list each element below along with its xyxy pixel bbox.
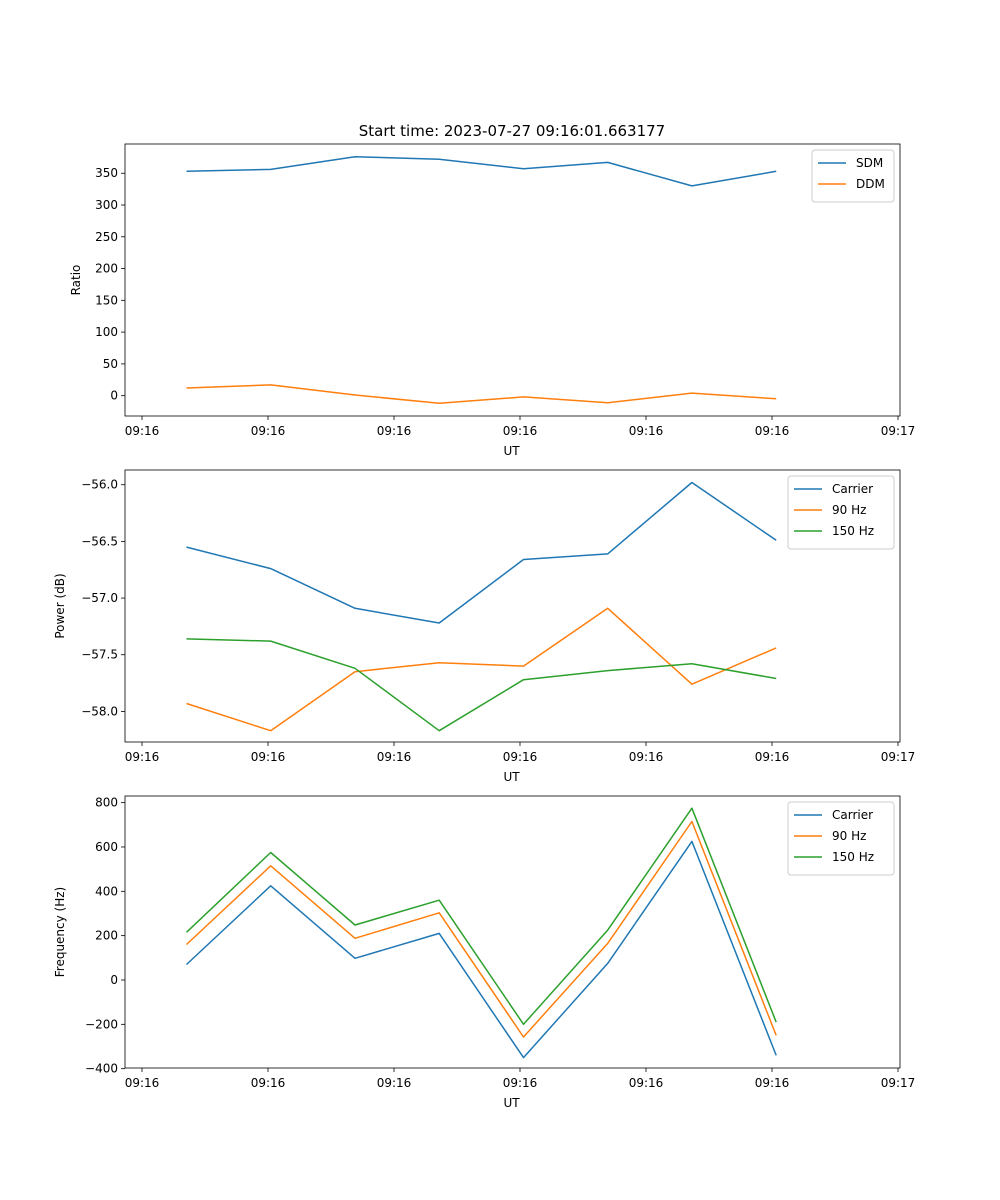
- x-tick-label: 09:16: [251, 1076, 286, 1090]
- x-tick-label: 09:16: [377, 750, 412, 764]
- series-line-carrier: [186, 481, 777, 624]
- x-tick-label: 09:16: [503, 750, 538, 764]
- y-tick-label: 600: [95, 840, 118, 854]
- y-tick-label: 300: [95, 198, 118, 212]
- x-axis-label: UT: [503, 444, 520, 458]
- y-tick-label: 100: [95, 325, 118, 339]
- y-tick-label: 50: [103, 357, 118, 371]
- legend-label: SDM: [856, 156, 883, 170]
- y-tick-label: 400: [95, 884, 118, 898]
- subplot-3: 09:16 09:16 09:16 09:16 09:16 09:16 09:17 −400 −…: [53, 795, 916, 1110]
- series-line-ddm: [186, 384, 777, 405]
- y-tick-label: −58.0: [81, 704, 118, 718]
- legend-label: 150 Hz: [832, 850, 874, 864]
- subplots: 09:16 09:16 09:16 09:16 09:16 09:16 09:17 0 50 10…: [53, 143, 916, 1110]
- x-tick-label: 09:16: [377, 1076, 412, 1090]
- y-axis-label: Ratio: [69, 265, 83, 296]
- legend-label: Carrier: [832, 808, 873, 822]
- y-tick-label: 0: [110, 973, 118, 987]
- y-tick-label: −56.5: [81, 534, 118, 548]
- legend-label: Carrier: [832, 482, 873, 496]
- series-line-90-hz: [185, 820, 777, 1038]
- y-tick-label: −57.0: [81, 591, 118, 605]
- x-tick-label: 09:16: [755, 750, 790, 764]
- y-axis-label: Frequency (Hz): [53, 887, 67, 978]
- y-tick-label: 0: [110, 389, 118, 403]
- x-tick-label: 09:16: [755, 424, 790, 438]
- subplot-2: 09:16 09:16 09:16 09:16 09:16 09:16 09:17 −58.0…: [53, 469, 916, 784]
- y-tick-label: 200: [95, 262, 118, 276]
- figure-title: Start time: 2023-07-27 09:16:01.663177: [359, 122, 665, 140]
- series-line-90-hz: [186, 607, 777, 732]
- x-tick-label: 09:16: [377, 424, 412, 438]
- y-tick-label: 150: [95, 293, 118, 307]
- x-axis-label: UT: [503, 1096, 520, 1110]
- x-tick-label: 09:16: [629, 424, 664, 438]
- subplot-1: 09:16 09:16 09:16 09:16 09:16 09:16 09:17 0 50 10…: [69, 143, 916, 458]
- series-line-150-hz: [185, 807, 777, 1026]
- x-tick-label: 09:16: [629, 1076, 664, 1090]
- x-tick-label: 09:17: [881, 424, 916, 438]
- legend: Carrier 90 Hz 150 Hz: [787, 475, 895, 550]
- x-tick-label: 09:16: [503, 424, 538, 438]
- x-tick-label: 09:16: [251, 424, 286, 438]
- y-tick-label: −400: [85, 1062, 118, 1076]
- legend-label: 90 Hz: [832, 503, 866, 517]
- x-tick-label: 09:17: [881, 1076, 916, 1090]
- axes-frame: [124, 795, 901, 1069]
- y-tick-label: −57.5: [81, 648, 118, 662]
- series-line-carrier: [185, 840, 777, 1059]
- series-line-150-hz: [186, 638, 777, 732]
- y-tick-label: 350: [95, 166, 118, 180]
- x-tick-label: 09:16: [125, 750, 160, 764]
- x-tick-label: 09:16: [251, 750, 286, 764]
- y-tick-label: 800: [95, 796, 118, 810]
- legend-label: 90 Hz: [832, 829, 866, 843]
- x-tick-label: 09:16: [755, 1076, 790, 1090]
- x-axis-label: UT: [503, 770, 520, 784]
- x-tick-label: 09:16: [629, 750, 664, 764]
- y-tick-label: −200: [85, 1017, 118, 1031]
- x-tick-label: 09:16: [125, 1076, 160, 1090]
- x-tick-label: 09:16: [125, 424, 160, 438]
- y-tick-label: 250: [95, 230, 118, 244]
- y-tick-label: 200: [95, 929, 118, 943]
- series-line-sdm: [186, 155, 777, 187]
- y-tick-label: −56.0: [81, 478, 118, 492]
- legend-label: DDM: [856, 177, 885, 191]
- y-axis-label: Power (dB): [53, 573, 67, 638]
- axes-frame: [124, 469, 901, 743]
- legend-label: 150 Hz: [832, 524, 874, 538]
- axes-frame: [124, 143, 901, 417]
- legend: Carrier 90 Hz 150 Hz: [787, 801, 895, 876]
- legend: SDM DDM: [811, 149, 895, 203]
- x-tick-label: 09:17: [881, 750, 916, 764]
- x-tick-label: 09:16: [503, 1076, 538, 1090]
